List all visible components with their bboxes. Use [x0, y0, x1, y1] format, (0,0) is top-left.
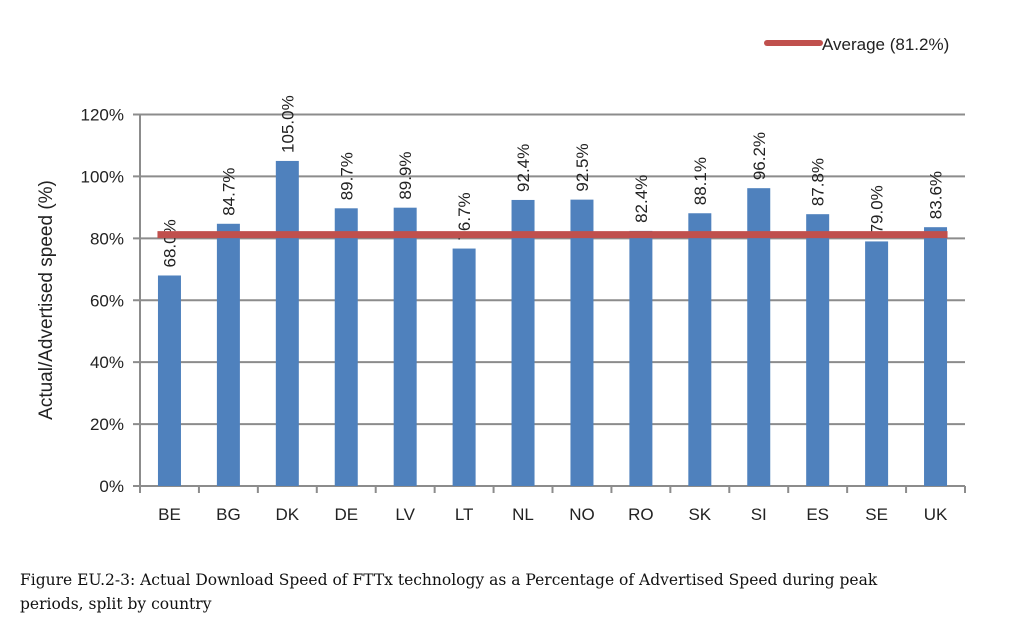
- data-label: 84.7%: [219, 168, 238, 216]
- bar-lv: [393, 207, 417, 487]
- bar-lt: [452, 248, 476, 486]
- x-tick-label: SK: [688, 505, 711, 524]
- caption-line-1: Figure EU.2-3: Actual Download Speed of …: [20, 571, 878, 589]
- bar-se: [865, 241, 889, 486]
- data-label: 87.8%: [809, 158, 828, 206]
- y-tick-label: 0%: [99, 477, 124, 496]
- data-label: 92.4%: [514, 144, 533, 192]
- y-axis-label: Actual/Advertised speed (%): [36, 180, 57, 420]
- data-label: 68.0%: [160, 219, 179, 267]
- x-tick-label: NL: [512, 505, 534, 524]
- bar-no: [570, 199, 594, 486]
- data-label: 76.7%: [455, 192, 474, 240]
- x-tick-label: LV: [395, 505, 415, 524]
- y-tick-label: 40%: [90, 353, 124, 372]
- bar-si: [747, 188, 771, 486]
- bar-es: [806, 214, 830, 486]
- x-tick-label: DE: [334, 505, 358, 524]
- y-tick-label: 80%: [90, 229, 124, 248]
- bar-nl: [511, 199, 535, 486]
- x-tick-label: BG: [216, 505, 241, 524]
- data-label: 83.6%: [927, 171, 946, 219]
- x-tick-label: BE: [158, 505, 181, 524]
- data-label: 96.2%: [750, 132, 769, 180]
- y-tick-label: 100%: [81, 167, 124, 186]
- figure-caption: Figure EU.2-3: Actual Download Speed of …: [20, 568, 1010, 616]
- x-tick-label: UK: [924, 505, 948, 524]
- bar-dk: [275, 160, 299, 486]
- bar-de: [334, 208, 358, 486]
- x-tick-label: ES: [806, 505, 829, 524]
- bar-sk: [688, 213, 712, 486]
- bar-bg: [216, 223, 240, 487]
- y-tick-label: 120%: [81, 106, 124, 125]
- x-tick-label: SE: [865, 505, 888, 524]
- data-label: 82.4%: [632, 175, 651, 223]
- x-tick-label: SI: [751, 505, 767, 524]
- data-label: 105.0%: [278, 95, 297, 153]
- x-tick-label: NO: [569, 505, 595, 524]
- data-label: 88.1%: [691, 157, 710, 205]
- bar-ro: [629, 230, 653, 486]
- x-tick-label: RO: [628, 505, 654, 524]
- y-tick-label: 60%: [90, 291, 124, 310]
- legend-label: Average (81.2%): [822, 35, 949, 54]
- data-label: 89.9%: [396, 151, 415, 199]
- y-tick-label: 20%: [90, 415, 124, 434]
- data-label: 79.0%: [868, 185, 887, 233]
- bar-uk: [924, 227, 948, 486]
- x-tick-label: DK: [276, 505, 300, 524]
- bar-be: [157, 275, 181, 486]
- caption-line-2: periods, split by country: [20, 595, 212, 613]
- data-label: 92.5%: [573, 143, 592, 191]
- x-tick-label: LT: [455, 505, 474, 524]
- data-label: 89.7%: [337, 152, 356, 200]
- bar-chart: 0% 20% 40% 60% 80% 100% 120% 68.0% BE 84.7% BG 105…: [36, 35, 966, 524]
